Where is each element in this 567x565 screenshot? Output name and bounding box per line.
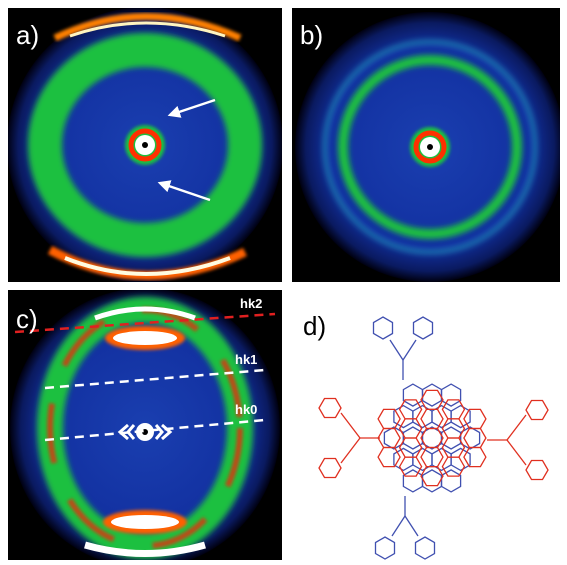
panel-label: c) (16, 304, 38, 334)
panel-label: a) (16, 20, 39, 50)
ring (440, 383, 462, 407)
ring (398, 456, 423, 477)
ring (420, 427, 444, 449)
bond (391, 515, 406, 537)
ring (421, 383, 443, 407)
annotation: hk2 (240, 296, 262, 311)
ring (318, 457, 342, 479)
ring (463, 427, 487, 449)
bond (340, 437, 361, 464)
panel-d: d) (303, 311, 549, 560)
ring (450, 447, 471, 472)
panel-label: d) (303, 311, 326, 341)
panel-label: b) (300, 20, 323, 50)
ring (440, 469, 462, 493)
ring (374, 536, 396, 560)
ring (412, 316, 434, 340)
ring (421, 469, 443, 493)
ring (463, 446, 487, 468)
bond (389, 339, 404, 361)
ring (402, 469, 424, 493)
ring (318, 397, 342, 419)
ring (377, 446, 401, 468)
ring (414, 536, 436, 560)
ring (450, 404, 471, 429)
panel-b: b) (292, 8, 560, 282)
ring (459, 426, 481, 450)
ring (402, 383, 424, 407)
panel-a: a) (8, 8, 282, 282)
ring (441, 456, 466, 477)
annotation: hk0 (235, 402, 257, 417)
ring (372, 316, 394, 340)
bond (506, 439, 527, 466)
panel-c: c) hk2 hk1 hk0 (8, 290, 282, 560)
ring (463, 408, 487, 430)
bond (402, 339, 417, 361)
ring (525, 459, 549, 481)
ring (377, 427, 401, 449)
bond (404, 515, 419, 537)
annotation: hk1 (235, 352, 257, 367)
ring (377, 408, 401, 430)
ring (420, 465, 444, 487)
ring (525, 399, 549, 421)
bond (340, 412, 361, 439)
bond (506, 414, 527, 441)
